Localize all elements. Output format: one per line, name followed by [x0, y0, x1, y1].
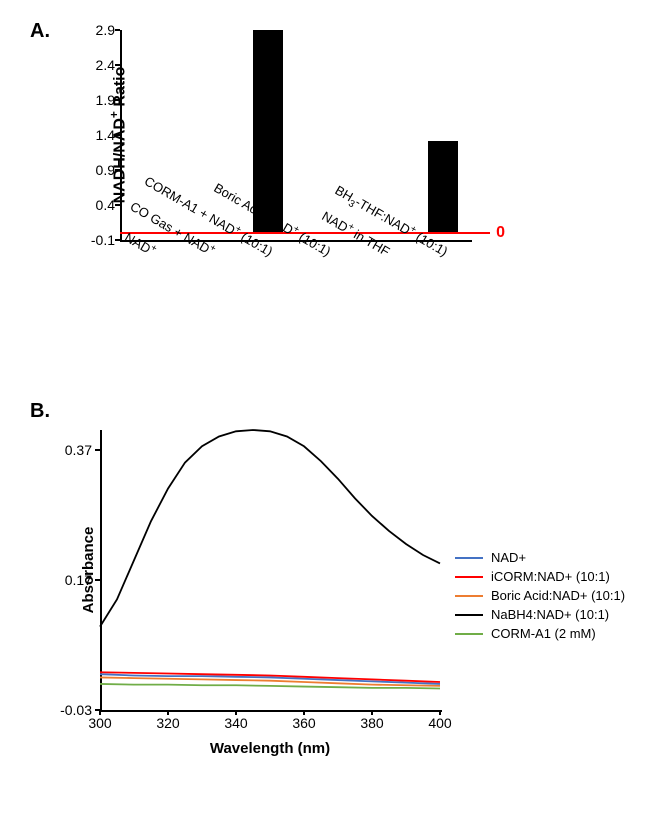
panel-a-ytick: 0.9 — [96, 162, 115, 178]
panel-b-xlabel: Wavelength (nm) — [100, 740, 440, 757]
panel-a-category-label: NAD+ in THF — [384, 245, 392, 259]
panel-a-category-label: CORM-A1 + NAD+ (10:1) — [268, 245, 276, 259]
panel-a-ytick-mark — [115, 169, 120, 171]
panel-a: A. NADH/NAD+ Ratio -0.10.40.91.41.92.42.… — [20, 20, 631, 370]
panel-b-xtick: 300 — [88, 715, 111, 731]
panel-a-ytick: -0.1 — [91, 232, 115, 248]
panel-b-xtick: 360 — [292, 715, 315, 731]
panel-b-ytick: 0.37 — [65, 442, 92, 458]
legend-item: NAD+ — [455, 550, 625, 565]
panel-a-plot — [120, 30, 472, 242]
legend-label: iCORM:NAD+ (10:1) — [491, 569, 610, 584]
panel-b-ytick-mark — [95, 579, 100, 581]
legend-label: CORM-A1 (2 mM) — [491, 626, 596, 641]
panel-a-category-label: Boric Acid:NAD+ (10:1) — [326, 245, 334, 259]
legend-swatch — [455, 576, 483, 578]
panel-a-category-label: NAD+ — [151, 245, 159, 259]
bar — [428, 141, 458, 233]
panel-a-ytick: 2.9 — [96, 22, 115, 38]
panel-b-svg — [100, 430, 440, 710]
legend-swatch — [455, 614, 483, 616]
panel-b-ytick: 0.17 — [65, 572, 92, 588]
panel-b-xtick: 380 — [360, 715, 383, 731]
panel-a-ytick-mark — [115, 64, 120, 66]
legend-item: NaBH4:NAD+ (10:1) — [455, 607, 625, 622]
panel-b-legend: NAD+ iCORM:NAD+ (10:1) Boric Acid:NAD+ (10… — [455, 550, 625, 645]
panel-a-ytick: 1.4 — [96, 127, 115, 143]
panel-a-ytick: 0.4 — [96, 197, 115, 213]
legend-swatch — [455, 633, 483, 635]
panel-b: B. Absorbance Wavelength (nm) -0.030.170… — [20, 400, 631, 780]
panel-b-xtick-mark — [371, 710, 373, 715]
panel-b-ytick-mark — [95, 449, 100, 451]
series-line — [100, 430, 440, 627]
panel-a-ytick-mark — [115, 99, 120, 101]
panel-b-ylabel: Absorbance — [80, 527, 97, 614]
panel-a-category-label: CO Gas + NAD+ — [209, 245, 217, 259]
legend-label: Boric Acid:NAD+ (10:1) — [491, 588, 625, 603]
panel-a-ytick-mark — [115, 239, 120, 241]
panel-a-ytick-mark — [115, 29, 120, 31]
panel-a-ytick-mark — [115, 134, 120, 136]
legend-item: CORM-A1 (2 mM) — [455, 626, 625, 641]
legend-label: NAD+ — [491, 550, 526, 565]
panel-b-xtick-mark — [439, 710, 441, 715]
panel-b-xtick: 400 — [428, 715, 451, 731]
line-chart: Absorbance Wavelength (nm) -0.030.170.37… — [100, 430, 440, 710]
figure-container: A. NADH/NAD+ Ratio -0.10.40.91.41.92.42.… — [20, 20, 631, 780]
panel-a-label: A. — [30, 20, 50, 43]
legend-item: iCORM:NAD+ (10:1) — [455, 569, 625, 584]
panel-b-xtick: 340 — [224, 715, 247, 731]
panel-b-xtick: 320 — [156, 715, 179, 731]
legend-swatch — [455, 557, 483, 559]
panel-a-ytick: 1.9 — [96, 92, 115, 108]
panel-b-xtick-mark — [167, 710, 169, 715]
panel-a-category-label: BH3-THF:NAD+ (10:1) — [441, 245, 451, 262]
panel-a-ytick-mark — [115, 204, 120, 206]
panel-b-xtick-mark — [303, 710, 305, 715]
panel-b-label: B. — [30, 400, 50, 423]
panel-b-xtick-mark — [99, 710, 101, 715]
bar-chart: NADH/NAD+ Ratio -0.10.40.91.41.92.42.90N… — [120, 30, 470, 240]
panel-b-xtick-mark — [235, 710, 237, 715]
zero-label: 0 — [496, 224, 505, 242]
legend-item: Boric Acid:NAD+ (10:1) — [455, 588, 625, 603]
panel-a-ytick: 2.4 — [96, 57, 115, 73]
legend-swatch — [455, 595, 483, 597]
panel-b-ytick: -0.03 — [60, 702, 92, 718]
legend-label: NaBH4:NAD+ (10:1) — [491, 607, 609, 622]
